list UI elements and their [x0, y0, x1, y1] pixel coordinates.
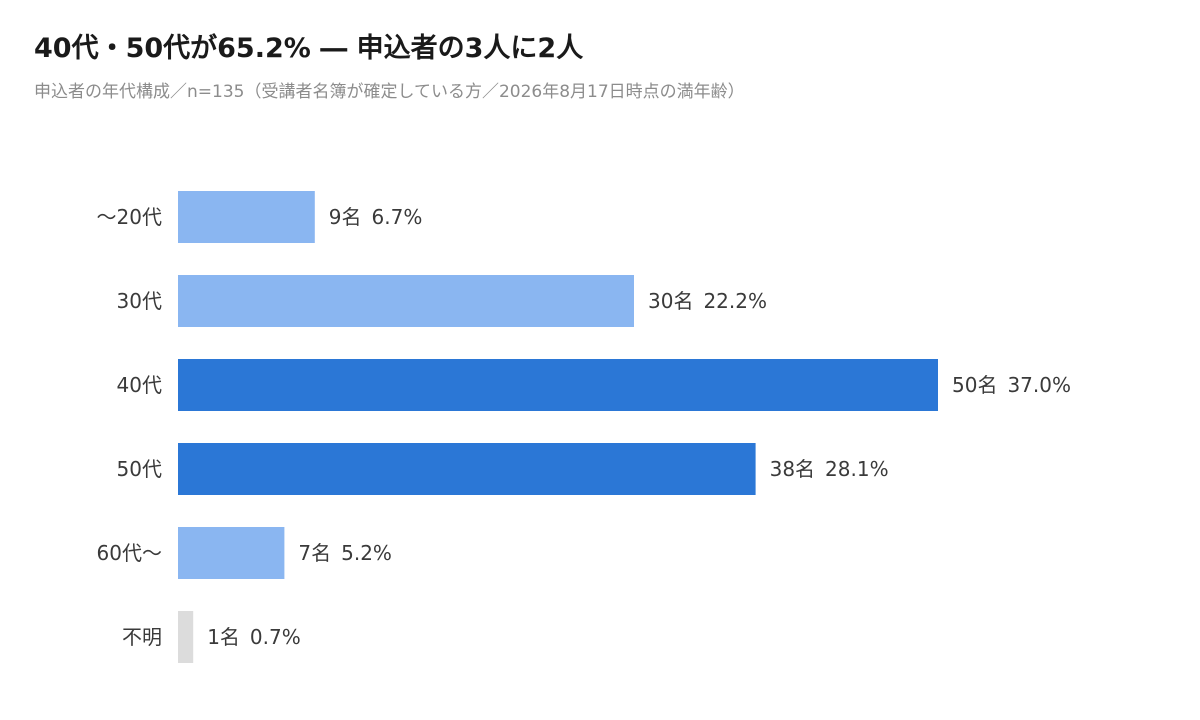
chart-title: 40代・50代が65.2% ― 申込者の3人に2人 [34, 33, 584, 64]
category-label-3: 50代 [117, 457, 162, 481]
bar-4 [178, 527, 285, 579]
value-label-4: 7名 5.2% [298, 541, 392, 565]
value-label-3: 38名 28.1% [770, 457, 889, 481]
category-label-4: 60代〜 [97, 541, 162, 565]
category-label-1: 30代 [117, 289, 162, 313]
value-label-1: 30名 22.2% [648, 289, 767, 313]
category-label-0: 〜20代 [97, 205, 162, 229]
bar-1 [178, 275, 634, 327]
chart-subtitle: 申込者の年代構成／n=135（受講者名簿が確定している方／2026年8月17日時… [34, 82, 745, 102]
value-label-2: 50名 37.0% [952, 373, 1071, 397]
category-label-2: 40代 [117, 373, 162, 397]
bar-3 [178, 443, 756, 495]
bar-5 [178, 611, 194, 663]
value-label-5: 1名 0.7% [207, 625, 301, 649]
bar-2 [178, 359, 938, 411]
value-label-0: 9名 6.7% [329, 205, 423, 229]
category-label-5: 不明 [122, 625, 162, 649]
bar-0 [178, 191, 315, 243]
